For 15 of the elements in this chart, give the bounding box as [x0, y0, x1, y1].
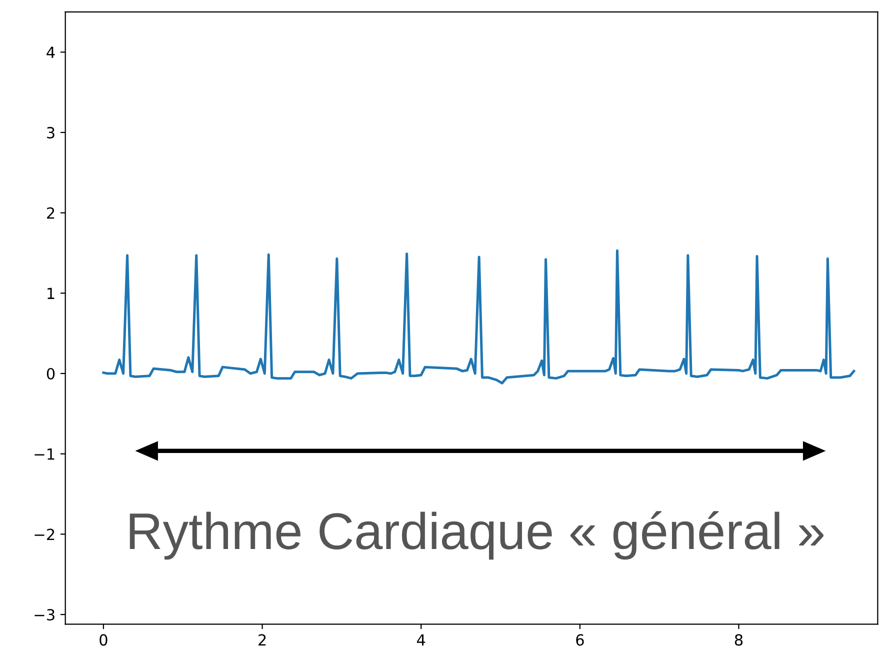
annotation: Rythme Cardiaque « général » [130, 511, 824, 560]
y-tick-label: 4 [46, 46, 55, 58]
y-tick-label: −3 [34, 608, 54, 621]
y-tick-label: 0 [46, 368, 55, 380]
x-tick-label: 8 [734, 634, 743, 646]
y-tick-label: −1 [34, 448, 54, 460]
y-tick-label: 2 [47, 207, 54, 219]
y-tick-label: −2 [34, 528, 54, 540]
x-tick-label: 6 [576, 634, 584, 646]
y-tick-label: 3 [47, 126, 54, 138]
x-tick-label: 2 [258, 634, 266, 646]
line-series [102, 249, 856, 384]
y-tick-label: 1 [48, 288, 54, 299]
x-tick-label: 0 [100, 634, 108, 646]
x-tick-label: 4 [416, 634, 426, 646]
